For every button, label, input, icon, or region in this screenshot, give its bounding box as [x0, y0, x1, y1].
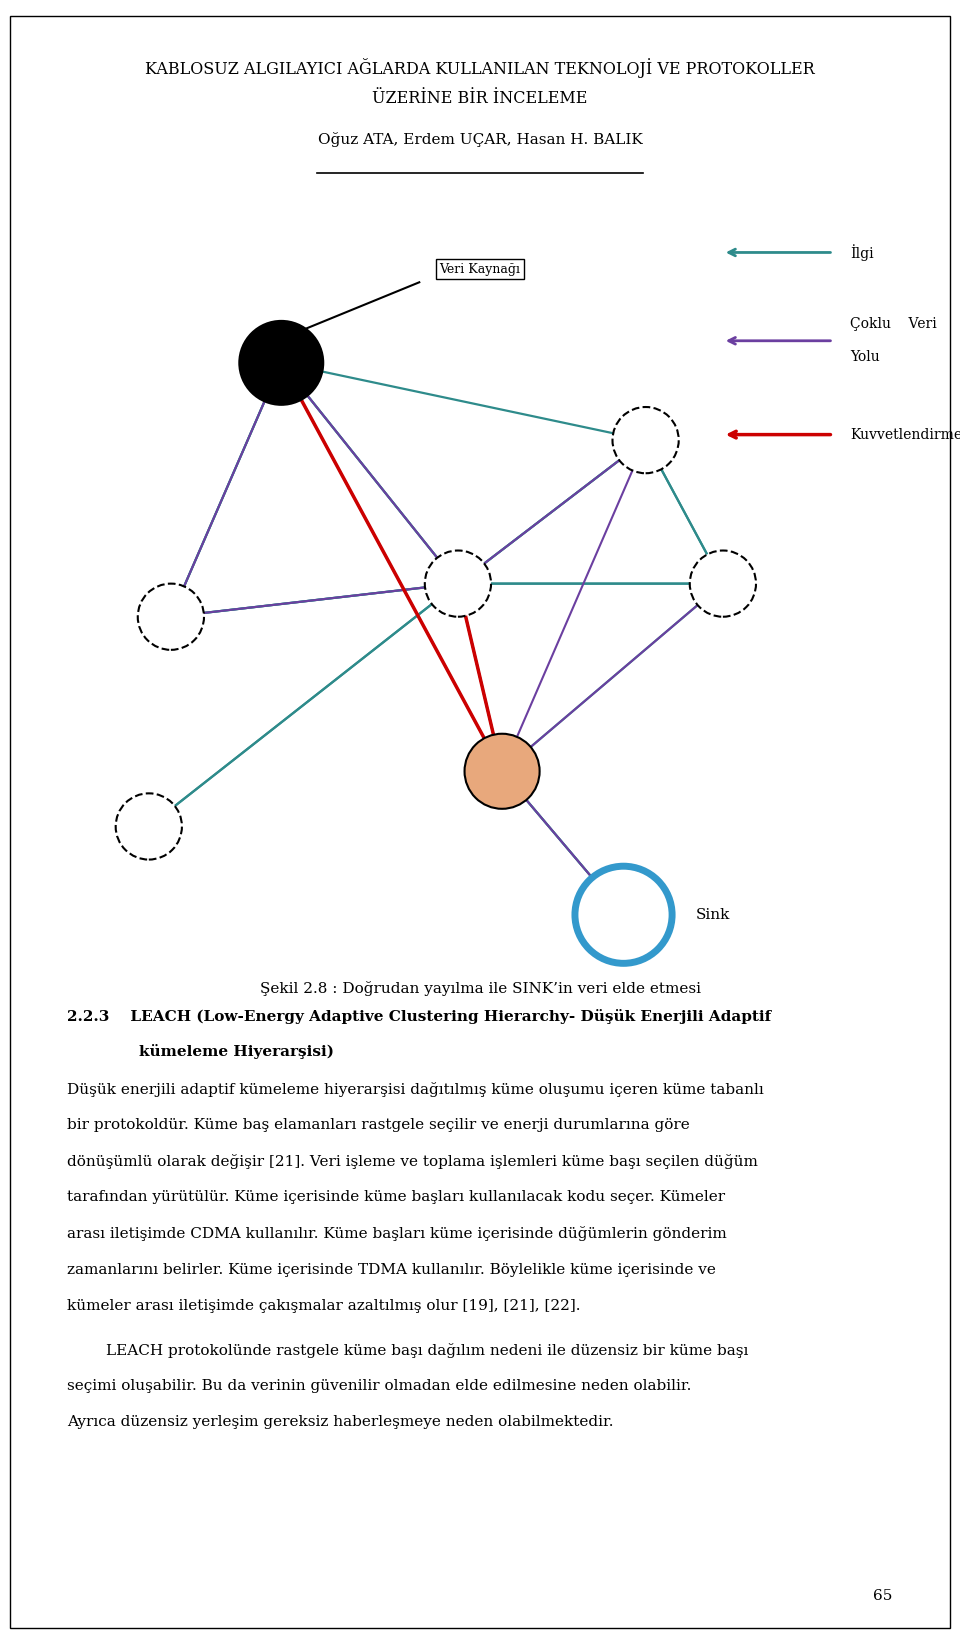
Text: Oğuz ATA, Erdem UÇAR, Hasan H. BALIK: Oğuz ATA, Erdem UÇAR, Hasan H. BALIK	[318, 132, 642, 146]
Text: dönüşümlü olarak değişir [21]. Veri işleme ve toplama işlemleri küme başı seçile: dönüşümlü olarak değişir [21]. Veri işle…	[67, 1154, 758, 1169]
Text: Şekil 2.8 : Doğrudan yayılma ile SINK’in veri elde etmesi: Şekil 2.8 : Doğrudan yayılma ile SINK’in…	[259, 981, 701, 996]
Text: Düşük enerjili adaptif kümeleme hiyerarşisi dağıtılmış küme oluşumu içeren küme : Düşük enerjili adaptif kümeleme hiyerarş…	[67, 1082, 764, 1097]
Text: 65: 65	[874, 1588, 893, 1603]
Text: 2.2.3    LEACH (Low-Energy Adaptive Clustering Hierarchy- Düşük Enerjili Adaptif: 2.2.3 LEACH (Low-Energy Adaptive Cluster…	[67, 1009, 772, 1024]
Text: Kuvvetlendirme: Kuvvetlendirme	[850, 427, 960, 442]
Text: Çoklu    Veri: Çoklu Veri	[850, 317, 937, 330]
Text: Ayrıca düzensiz yerleşim gereksiz haberleşmeye neden olabilmektedir.: Ayrıca düzensiz yerleşim gereksiz haberl…	[67, 1415, 613, 1430]
Text: ÜZERİNE BİR İNCELEME: ÜZERİNE BİR İNCELEME	[372, 90, 588, 107]
Text: kümeleme Hiyerarşisi): kümeleme Hiyerarşisi)	[139, 1044, 334, 1059]
Text: Yolu: Yolu	[850, 350, 879, 365]
Text: İlgi: İlgi	[850, 243, 874, 261]
Text: Veri Kaynağı: Veri Kaynağı	[440, 263, 520, 276]
Circle shape	[138, 584, 204, 649]
Circle shape	[116, 794, 182, 860]
Text: Sink: Sink	[695, 907, 730, 922]
Text: KABLOSUZ ALGILAYICI AĞLARDA KULLANILAN TEKNOLOJİ VE PROTOKOLLER: KABLOSUZ ALGILAYICI AĞLARDA KULLANILAN T…	[145, 58, 815, 77]
Circle shape	[612, 408, 679, 473]
Text: kümeler arası iletişimde çakışmalar azaltılmış olur [19], [21], [22].: kümeler arası iletişimde çakışmalar azal…	[67, 1299, 581, 1314]
Text: arası iletişimde CDMA kullanılır. Küme başları küme içerisinde düğümlerin gönder: arası iletişimde CDMA kullanılır. Küme b…	[67, 1226, 727, 1241]
Text: zamanlarını belirler. Küme içerisinde TDMA kullanılır. Böylelikle küme içerisind: zamanlarını belirler. Küme içerisinde TD…	[67, 1263, 716, 1277]
Circle shape	[239, 321, 324, 404]
Text: bir protokoldür. Küme baş elamanları rastgele seçilir ve enerji durumlarına göre: bir protokoldür. Küme baş elamanları ras…	[67, 1118, 690, 1133]
Circle shape	[424, 551, 491, 616]
Text: LEACH protokolünde rastgele küme başı dağılım nedeni ile düzensiz bir küme başı: LEACH protokolünde rastgele küme başı da…	[67, 1343, 749, 1358]
Circle shape	[689, 551, 756, 616]
Text: tarafından yürütülür. Küme içerisinde küme başları kullanılacak kodu seçer. Küme: tarafından yürütülür. Küme içerisinde kü…	[67, 1190, 726, 1205]
Circle shape	[575, 866, 672, 963]
Text: seçimi oluşabilir. Bu da verinin güvenilir olmadan elde edilmesine neden olabili: seçimi oluşabilir. Bu da verinin güvenil…	[67, 1379, 691, 1394]
Circle shape	[465, 733, 540, 809]
